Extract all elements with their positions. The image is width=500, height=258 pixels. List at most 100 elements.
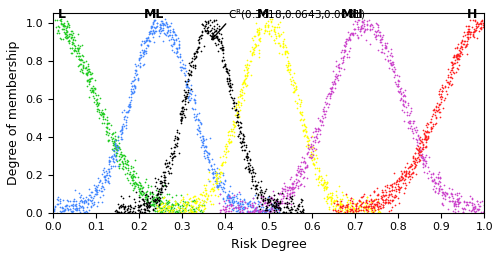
Point — [112, 208, 120, 212]
Point — [322, 109, 330, 113]
Point — [260, 23, 268, 27]
Point — [258, 196, 266, 200]
Point — [359, 26, 367, 30]
Point — [87, 195, 95, 199]
Point — [334, 210, 342, 214]
Point — [454, 53, 462, 58]
Point — [196, 204, 203, 208]
Point — [170, 41, 178, 45]
Point — [131, 175, 139, 179]
Point — [120, 204, 128, 208]
Point — [430, 181, 438, 186]
Point — [68, 46, 76, 50]
Point — [235, 115, 243, 119]
Point — [89, 90, 97, 94]
Point — [240, 207, 248, 211]
Point — [266, 206, 274, 210]
Point — [70, 35, 78, 39]
Point — [388, 183, 396, 188]
Point — [165, 38, 173, 42]
Point — [380, 193, 388, 197]
Point — [404, 174, 412, 179]
Point — [298, 117, 306, 122]
Point — [214, 36, 222, 40]
Point — [216, 170, 224, 174]
Point — [93, 188, 101, 192]
Point — [208, 171, 216, 175]
Point — [252, 184, 260, 188]
Point — [218, 43, 226, 47]
Point — [250, 205, 258, 209]
Point — [232, 113, 239, 117]
Point — [370, 198, 378, 202]
Point — [457, 41, 465, 45]
Point — [110, 149, 118, 153]
Point — [186, 209, 194, 213]
Point — [215, 167, 223, 171]
Point — [254, 209, 262, 213]
Point — [368, 27, 376, 31]
Point — [189, 199, 197, 203]
Point — [86, 208, 94, 212]
Point — [162, 22, 170, 26]
Point — [422, 125, 430, 129]
Point — [250, 52, 258, 56]
Point — [438, 202, 446, 206]
Point — [409, 120, 417, 125]
Point — [180, 203, 188, 207]
Point — [442, 89, 450, 93]
Point — [208, 157, 216, 161]
Point — [428, 179, 436, 183]
Point — [142, 51, 150, 55]
Point — [170, 138, 178, 142]
Point — [384, 58, 392, 62]
Point — [79, 63, 87, 67]
Point — [182, 203, 190, 207]
Point — [223, 67, 231, 71]
Point — [223, 76, 231, 80]
Point — [59, 209, 67, 213]
Point — [192, 107, 200, 111]
Point — [308, 162, 316, 166]
Point — [364, 209, 372, 213]
Point — [94, 204, 102, 208]
Point — [234, 201, 241, 205]
Point — [434, 182, 442, 186]
Point — [274, 201, 281, 205]
Point — [148, 190, 156, 194]
Point — [278, 199, 286, 203]
Point — [464, 37, 472, 41]
Point — [215, 183, 223, 187]
Point — [314, 174, 322, 178]
Point — [275, 51, 283, 55]
Point — [144, 202, 152, 206]
Point — [307, 154, 315, 158]
Point — [129, 175, 137, 180]
Point — [262, 207, 270, 211]
Point — [370, 197, 378, 201]
Point — [87, 90, 95, 94]
Point — [225, 76, 233, 80]
Point — [184, 90, 192, 94]
Point — [118, 128, 126, 132]
Point — [143, 200, 151, 204]
Point — [288, 90, 296, 94]
Point — [450, 202, 458, 206]
Point — [222, 197, 230, 201]
Point — [154, 189, 162, 193]
Point — [410, 161, 418, 165]
Point — [218, 163, 226, 167]
Point — [243, 156, 251, 160]
Point — [358, 200, 366, 205]
Point — [174, 39, 182, 43]
Point — [258, 194, 266, 198]
Point — [228, 197, 236, 201]
Point — [266, 209, 274, 213]
Point — [324, 201, 332, 205]
Point — [143, 201, 151, 206]
Point — [153, 20, 161, 25]
Point — [256, 28, 264, 32]
Point — [200, 145, 208, 149]
Point — [276, 208, 284, 212]
Point — [325, 207, 333, 211]
